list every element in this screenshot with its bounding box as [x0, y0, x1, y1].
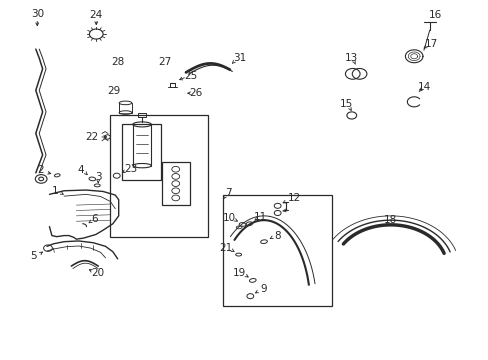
Text: 25: 25: [184, 71, 197, 81]
Text: 10: 10: [222, 213, 235, 222]
Text: 26: 26: [189, 88, 202, 98]
Bar: [122, 125, 160, 180]
Text: 16: 16: [428, 10, 441, 20]
Text: 14: 14: [416, 82, 430, 92]
Text: 7: 7: [225, 188, 232, 198]
Text: 21: 21: [219, 243, 232, 253]
Text: 13: 13: [345, 53, 358, 63]
Text: 31: 31: [232, 53, 246, 63]
Text: 1: 1: [52, 186, 59, 197]
Bar: [138, 113, 146, 117]
Text: 9: 9: [260, 284, 267, 294]
Text: 17: 17: [424, 39, 437, 49]
Text: 28: 28: [111, 57, 124, 67]
Text: 22: 22: [85, 132, 99, 142]
Text: 11: 11: [253, 212, 266, 221]
Bar: [161, 162, 189, 205]
Text: 30: 30: [31, 9, 44, 19]
Text: 8: 8: [273, 231, 280, 240]
Text: 29: 29: [107, 86, 120, 96]
Text: 12: 12: [287, 193, 300, 203]
Text: 24: 24: [89, 10, 102, 20]
Text: 2: 2: [37, 165, 44, 175]
Text: 15: 15: [340, 99, 353, 109]
Text: 23: 23: [124, 164, 138, 174]
Text: 20: 20: [91, 268, 104, 278]
Text: 4: 4: [77, 165, 84, 175]
Text: 19: 19: [232, 268, 246, 278]
Text: 27: 27: [158, 57, 171, 67]
Bar: [222, 195, 331, 306]
Text: 3: 3: [95, 172, 102, 182]
Text: 18: 18: [384, 215, 397, 225]
Text: 5: 5: [30, 251, 37, 261]
Text: 6: 6: [91, 215, 98, 224]
Bar: [110, 116, 207, 237]
